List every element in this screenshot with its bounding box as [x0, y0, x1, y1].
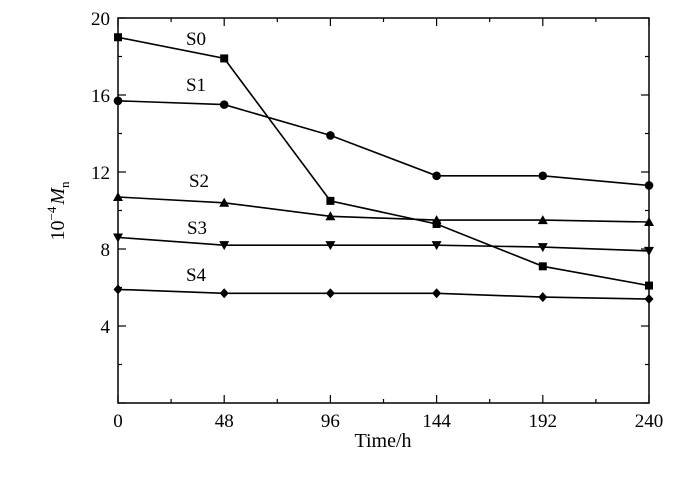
data-point-s0	[326, 196, 335, 205]
x-tick-label: 240	[635, 411, 664, 432]
series-line-s2	[117, 196, 650, 223]
x-axis-label: Time/h	[354, 430, 411, 452]
data-point-s3	[113, 233, 123, 243]
axis-ticks	[117, 17, 650, 404]
data-point-s3	[325, 241, 336, 251]
data-point-s0	[645, 281, 653, 290]
data-point-s0	[538, 262, 547, 271]
data-point-s4	[325, 288, 335, 299]
data-point-s1	[219, 100, 229, 109]
data-point-s3	[537, 243, 548, 253]
data-point-s4	[432, 288, 442, 299]
series-line-s3	[117, 236, 650, 252]
x-tick-label: 192	[529, 411, 558, 432]
data-point-s2	[644, 217, 654, 227]
data-point-s3	[431, 241, 442, 251]
y-axis-label-variable: M	[47, 187, 69, 206]
data-point-s2	[537, 215, 548, 225]
data-point-s4	[219, 288, 229, 299]
data-point-s4	[644, 294, 654, 305]
data-point-s2	[219, 197, 230, 207]
data-point-s0	[220, 54, 229, 63]
data-point-s3	[219, 241, 230, 251]
y-tick-label: 16	[91, 86, 110, 107]
x-tick-label: 48	[215, 411, 234, 432]
y-axis-label-prefix: 10	[47, 221, 69, 241]
data-point-s1	[432, 171, 441, 181]
series-label-s2: S2	[189, 171, 209, 192]
y-tick-label: 8	[101, 240, 111, 261]
y-tick-label: 20	[91, 9, 110, 30]
data-point-s1	[644, 181, 654, 190]
data-point-s4	[538, 292, 548, 303]
series-markers	[113, 33, 654, 305]
series-labels: S0 S1 S2 S3 S4	[186, 29, 209, 286]
data-point-s3	[644, 246, 654, 256]
data-point-s2	[113, 192, 123, 202]
series-label-s1: S1	[186, 75, 206, 96]
series-line-s0	[117, 36, 650, 287]
y-tick-label: 4	[101, 317, 111, 338]
series-line-s4	[117, 288, 650, 300]
x-tick-label: 144	[422, 411, 451, 432]
series-label-s4: S4	[186, 265, 207, 286]
y-axis-label: 10−4Mn	[44, 181, 72, 241]
series-lines	[117, 36, 650, 300]
x-tick-label: 0	[113, 411, 123, 432]
y-axis-label-exponent: −4	[44, 206, 59, 220]
data-point-s1	[326, 131, 335, 140]
data-point-s2	[431, 215, 442, 225]
x-tick-label: 96	[321, 411, 340, 432]
series-label-s3: S3	[187, 218, 207, 239]
y-tick-labels: 4 8 12 16 20	[91, 9, 111, 338]
y-tick-label: 12	[91, 163, 110, 184]
data-point-s2	[325, 211, 336, 221]
data-point-s4	[113, 284, 123, 295]
data-point-s1	[538, 171, 548, 181]
data-point-s0	[114, 33, 122, 42]
series-line-s1	[117, 100, 650, 187]
data-point-s1	[113, 96, 123, 106]
x-tick-labels: 0 48 96 144 192 240	[113, 411, 663, 432]
y-axis-label-subscript: n	[57, 181, 72, 188]
series-label-s0: S0	[186, 29, 206, 50]
